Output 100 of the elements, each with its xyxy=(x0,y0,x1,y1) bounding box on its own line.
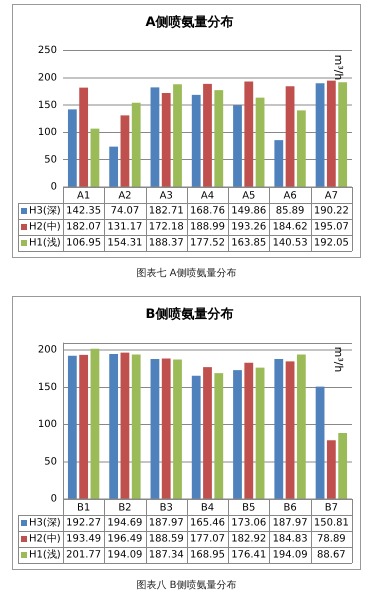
bar xyxy=(68,356,77,498)
x-tick-label: A5 xyxy=(242,190,256,202)
data-label: 194.09 xyxy=(107,550,142,561)
data-label: 88.67 xyxy=(317,550,346,561)
data-label: 194.69 xyxy=(107,518,142,529)
data-label: 140.53 xyxy=(272,238,308,249)
bar xyxy=(274,359,284,498)
y-tick-label: 0 xyxy=(50,182,57,193)
data-label: 182.71 xyxy=(148,206,184,217)
data-label: 172.18 xyxy=(148,222,184,233)
data-label: 194.09 xyxy=(272,550,308,561)
bar xyxy=(90,128,100,186)
legend-label: H1(浅) xyxy=(29,548,61,561)
legend-label: H3(深) xyxy=(29,516,61,529)
chart-title: A侧喷氨量分布 xyxy=(145,15,234,30)
data-label: 193.49 xyxy=(66,534,102,545)
bar xyxy=(203,84,212,186)
bar xyxy=(338,432,348,498)
bar xyxy=(120,115,130,186)
bar xyxy=(326,80,336,186)
bar xyxy=(192,376,201,498)
data-label: 190.22 xyxy=(314,206,349,217)
data-label: 192.05 xyxy=(314,238,349,249)
data-label: 177.52 xyxy=(190,238,225,249)
bar xyxy=(233,105,242,186)
data-label: 192.27 xyxy=(66,518,102,529)
y-axis-title: m³/h xyxy=(332,346,346,372)
data-label: 188.59 xyxy=(148,534,184,545)
data-label: 182.07 xyxy=(66,222,102,233)
bar xyxy=(150,359,160,498)
bar xyxy=(244,82,254,186)
bar xyxy=(286,86,294,186)
x-tick-label: B1 xyxy=(77,502,90,514)
data-label: 182.92 xyxy=(231,534,266,545)
bar xyxy=(109,354,118,498)
bar xyxy=(296,110,306,186)
bar xyxy=(109,146,118,186)
y-tick-label: 150 xyxy=(38,100,57,111)
data-label: 193.26 xyxy=(231,222,266,233)
bar xyxy=(90,348,100,498)
bar xyxy=(192,94,201,186)
data-label: 78.89 xyxy=(317,534,346,545)
y-tick-label: 0 xyxy=(50,494,57,505)
x-tick-label: A2 xyxy=(118,190,132,202)
data-label: 184.62 xyxy=(272,222,308,233)
bar xyxy=(132,354,141,498)
bar xyxy=(274,140,284,186)
x-tick-label: A1 xyxy=(77,190,90,202)
data-label: 201.77 xyxy=(66,550,102,561)
y-tick-label: 150 xyxy=(38,382,57,393)
chart-title: B侧喷氨量分布 xyxy=(146,307,234,322)
y-axis-title: m³/h xyxy=(332,54,346,80)
data-label: 131.17 xyxy=(107,222,142,233)
x-tick-label: B7 xyxy=(324,502,338,514)
x-tick-label: B5 xyxy=(242,502,256,514)
y-tick-label: 100 xyxy=(38,419,57,430)
x-tick-label: B6 xyxy=(283,502,297,514)
data-label: 165.46 xyxy=(190,518,225,529)
bar xyxy=(256,368,264,498)
y-tick-label: 100 xyxy=(38,127,57,138)
bar xyxy=(120,352,130,498)
data-label: 187.97 xyxy=(148,518,184,529)
bar xyxy=(244,362,254,498)
y-tick-label: 200 xyxy=(38,72,57,84)
data-label: 187.34 xyxy=(148,550,184,561)
data-label: 196.49 xyxy=(107,534,142,545)
data-label: 176.41 xyxy=(231,550,266,561)
x-tick-label: A3 xyxy=(160,190,173,202)
bar xyxy=(132,102,141,186)
bar xyxy=(68,109,77,186)
bar xyxy=(326,440,336,498)
legend-label: H2(中) xyxy=(29,220,61,233)
data-label: 173.06 xyxy=(231,518,266,529)
bar xyxy=(214,90,224,186)
data-label: 168.76 xyxy=(190,206,225,217)
data-label: 149.86 xyxy=(231,206,266,217)
data-label: 188.99 xyxy=(190,222,225,233)
data-label: 188.37 xyxy=(148,238,184,249)
bar xyxy=(316,386,324,498)
bar xyxy=(173,84,182,186)
data-label: 154.31 xyxy=(107,238,142,249)
bar xyxy=(316,83,324,186)
text: 图表八 B侧喷氨量分布 xyxy=(135,578,238,592)
data-label: 163.85 xyxy=(231,238,266,249)
y-tick-label: 200 xyxy=(38,344,57,356)
data-label: 177.07 xyxy=(190,534,225,545)
bar xyxy=(162,358,171,498)
bar xyxy=(296,354,306,498)
bar xyxy=(233,370,242,498)
x-tick-label: A7 xyxy=(324,190,338,202)
data-label: 142.35 xyxy=(66,206,102,217)
data-label: 184.83 xyxy=(272,534,308,545)
legend-label: H1(浅) xyxy=(29,236,61,249)
data-label: 150.81 xyxy=(314,518,349,529)
y-tick-label: 50 xyxy=(44,456,57,468)
y-tick-label: 250 xyxy=(38,45,57,56)
x-tick-label: A6 xyxy=(283,190,297,202)
bar xyxy=(203,367,212,498)
data-label: 106.95 xyxy=(66,238,102,249)
data-label: 74.07 xyxy=(110,206,140,217)
